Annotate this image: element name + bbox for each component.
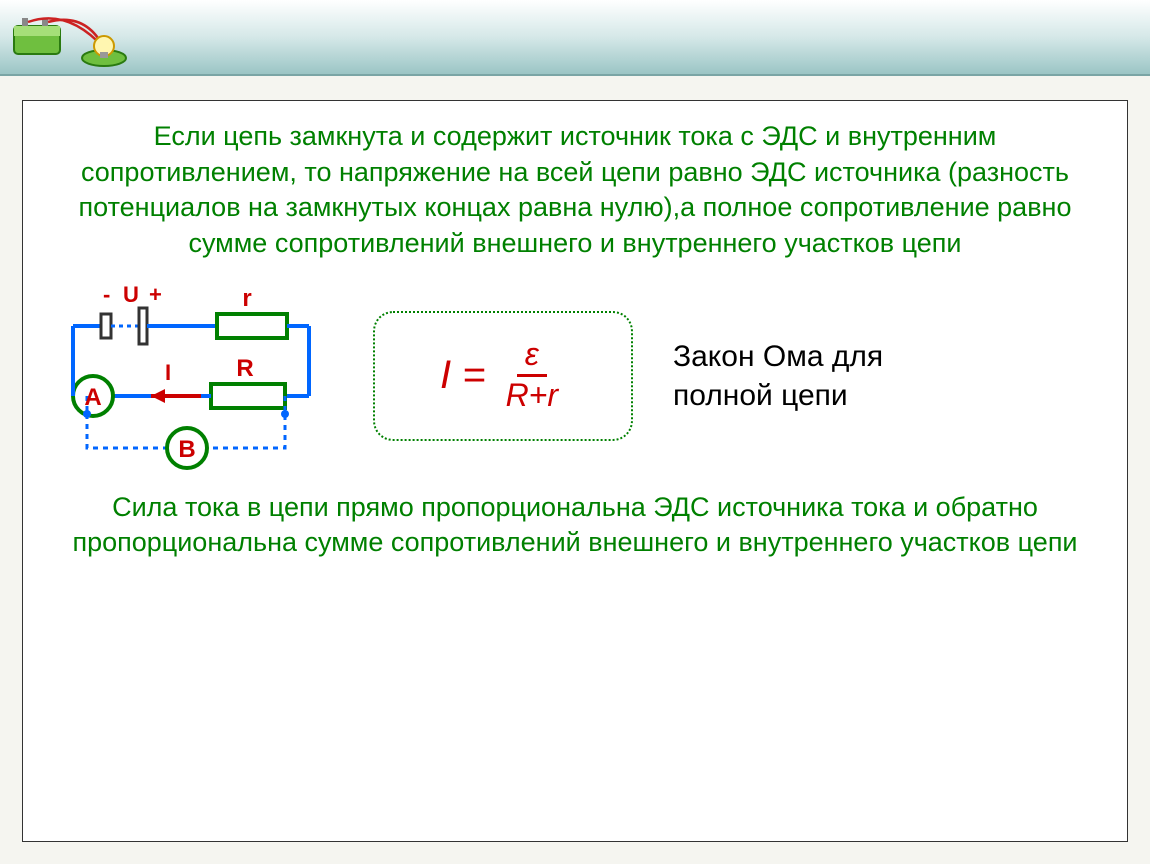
r-external-label: R (236, 355, 253, 382)
u-label: U (123, 282, 139, 307)
law-name: Закон Ома для полной цепи (673, 337, 933, 415)
ohm-law-formula: I = ε R+r (440, 338, 566, 412)
middle-row: - U + r I R A B I = ε R+r Закон Ома для … (53, 276, 1097, 476)
header-bar (0, 0, 1150, 76)
content-frame: Если цепь замкнута и содержит источник т… (22, 100, 1128, 842)
battery-bulb-icon (8, 2, 148, 74)
formula-box: I = ε R+r (373, 311, 633, 441)
formula-lhs: I = (440, 353, 486, 398)
circuit-diagram: - U + r I R A B (53, 276, 333, 476)
formula-fraction: ε R+r (498, 338, 566, 412)
formula-numerator: ε (517, 338, 547, 377)
minus-label: - (103, 282, 110, 307)
formula-denominator: R+r (498, 377, 566, 413)
ammeter-label: A (84, 384, 101, 411)
conclusion-paragraph: Сила тока в цепи прямо пропорциональна Э… (53, 490, 1097, 561)
intro-paragraph: Если цепь замкнута и содержит источник т… (53, 119, 1097, 262)
plus-label: + (149, 282, 162, 307)
r-internal-label: r (242, 285, 251, 312)
voltmeter-label: B (178, 436, 195, 463)
i-label: I (165, 360, 171, 385)
